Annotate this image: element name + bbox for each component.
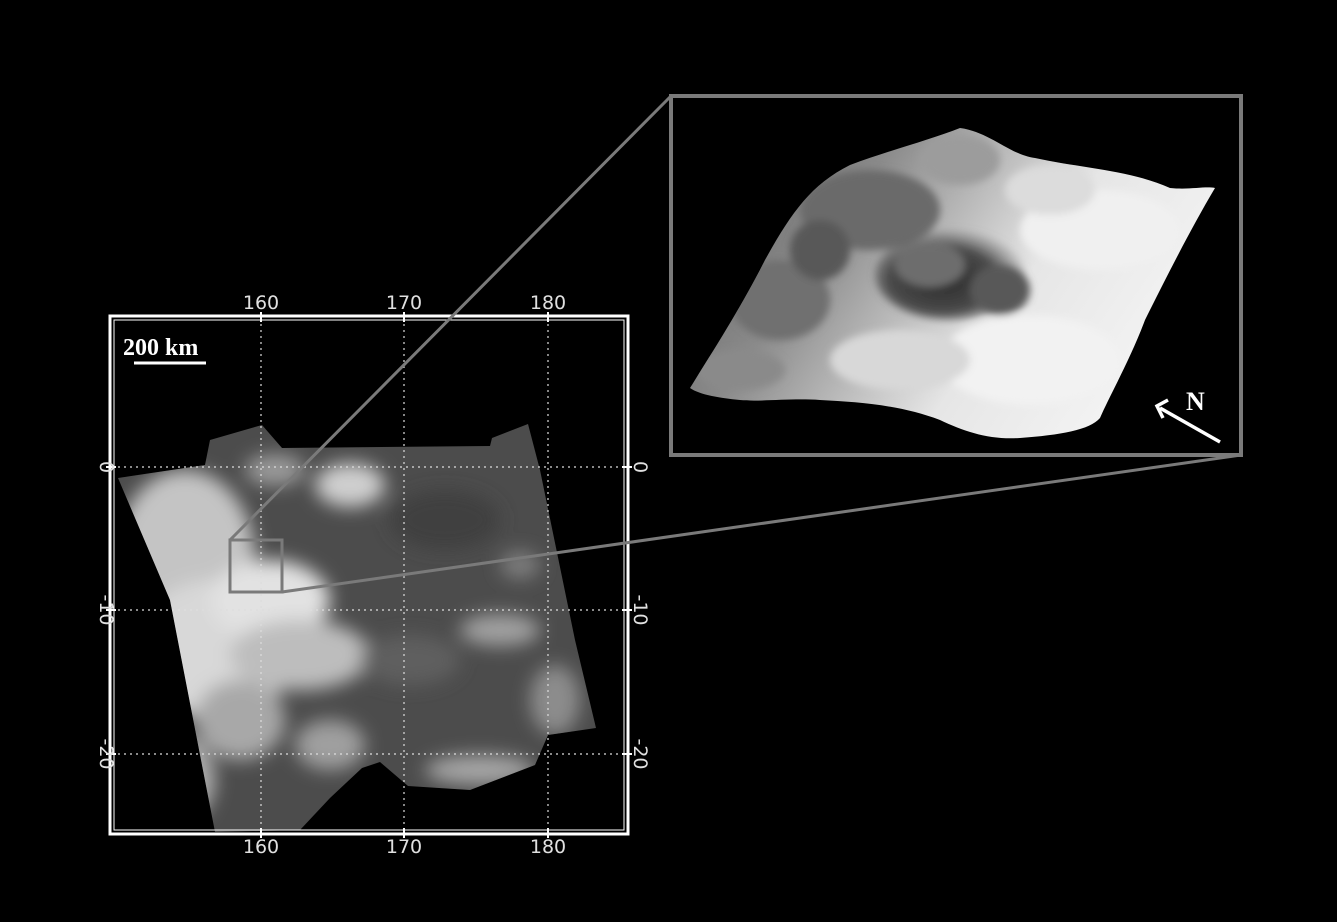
connector-bottom bbox=[281, 453, 1242, 594]
map-frame bbox=[108, 314, 630, 836]
scale-bar-label: 200 km bbox=[123, 335, 198, 361]
lon-label-top-170: 170 bbox=[386, 292, 422, 314]
lon-label-bottom-160: 160 bbox=[243, 836, 279, 858]
north-arrow-head bbox=[1154, 398, 1169, 419]
zoom-region-box bbox=[228, 538, 284, 594]
north-arrow: N bbox=[1154, 387, 1221, 444]
lat-label-left-0: 0 bbox=[95, 461, 117, 473]
lat-label-left-minus10: -10 bbox=[95, 594, 117, 625]
north-label: N bbox=[1186, 387, 1205, 416]
lat-label-right-0: 0 bbox=[629, 461, 651, 473]
lat-label-right-minus10: -10 bbox=[629, 594, 651, 625]
lat-label-left-minus20: -20 bbox=[95, 738, 117, 769]
lon-label-bottom-170: 170 bbox=[386, 836, 422, 858]
connector-top bbox=[228, 94, 673, 542]
tick-marks bbox=[106, 312, 632, 838]
lon-label-bottom-180: 180 bbox=[530, 836, 566, 858]
map-panel: 160 170 180 160 170 180 0 -10 -20 0 -10 … bbox=[95, 292, 651, 858]
lon-label-top-160: 160 bbox=[243, 292, 279, 314]
inset-panel: N bbox=[669, 94, 1243, 457]
map-frame-inner bbox=[113, 319, 625, 831]
scale-bar: 200 km bbox=[123, 335, 206, 365]
radar-swath bbox=[118, 424, 596, 832]
graticule bbox=[112, 318, 626, 832]
north-arrow-shaft bbox=[1159, 406, 1221, 444]
lat-label-right-minus20: -20 bbox=[629, 738, 651, 769]
zoom-connectors bbox=[228, 94, 1242, 594]
lon-label-top-180: 180 bbox=[530, 292, 566, 314]
